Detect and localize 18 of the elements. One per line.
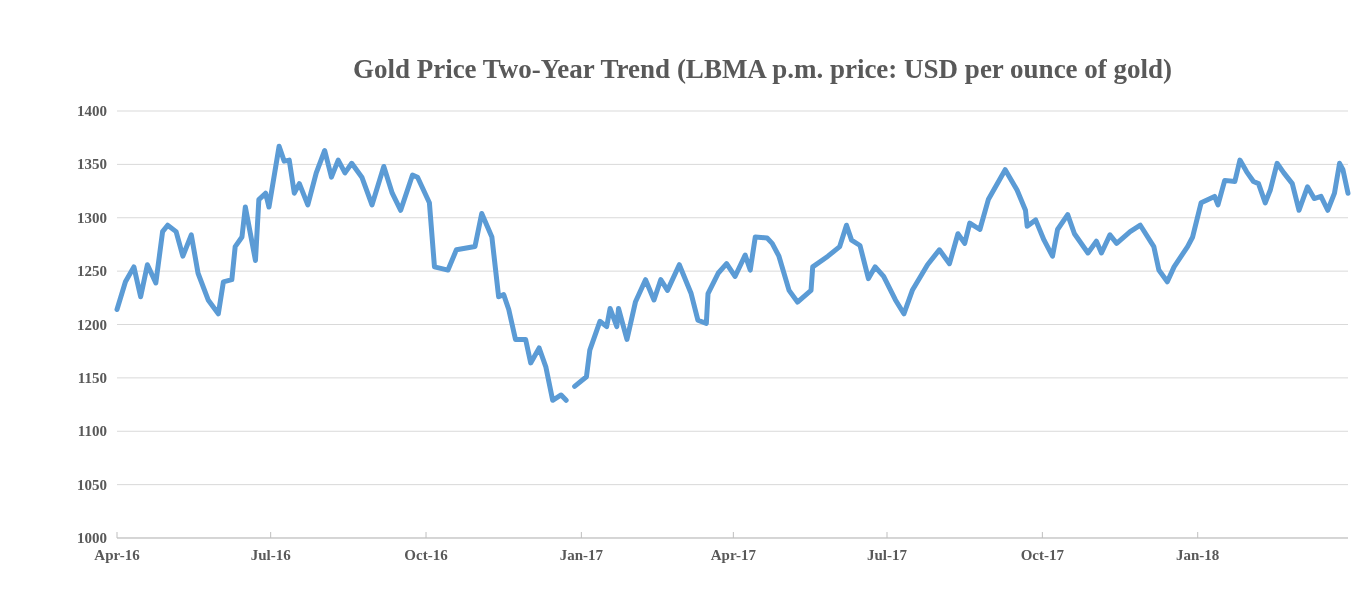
y-tick-label: 1300 <box>77 209 107 226</box>
y-tick-label: 1000 <box>77 530 107 546</box>
y-tick-label: 1200 <box>77 316 107 333</box>
x-tick-label: Oct-16 <box>404 547 449 563</box>
y-tick-label: 1250 <box>77 263 107 280</box>
y-tick-label: 1100 <box>77 423 107 440</box>
y-tick-label: 1350 <box>77 156 107 173</box>
x-tick-label: Apr-17 <box>710 547 757 563</box>
x-tick-label: Jul-16 <box>250 547 292 563</box>
x-tick-label: Oct-17 <box>1020 547 1065 563</box>
chart-title: Gold Price Two-Year Trend (LBMA p.m. price: USD per ounce of gold) <box>352 54 1173 84</box>
x-tick-label: Jan-17 <box>559 547 604 563</box>
x-tick-label: Jul-17 <box>867 547 908 563</box>
x-tick-label: Jan-18 <box>1176 547 1220 563</box>
y-tick-label: 1150 <box>77 369 107 386</box>
x-tick-label: Apr-16 <box>94 547 141 563</box>
y-tick-label: 1050 <box>77 476 107 493</box>
y-tick-label: 1400 <box>77 103 107 119</box>
